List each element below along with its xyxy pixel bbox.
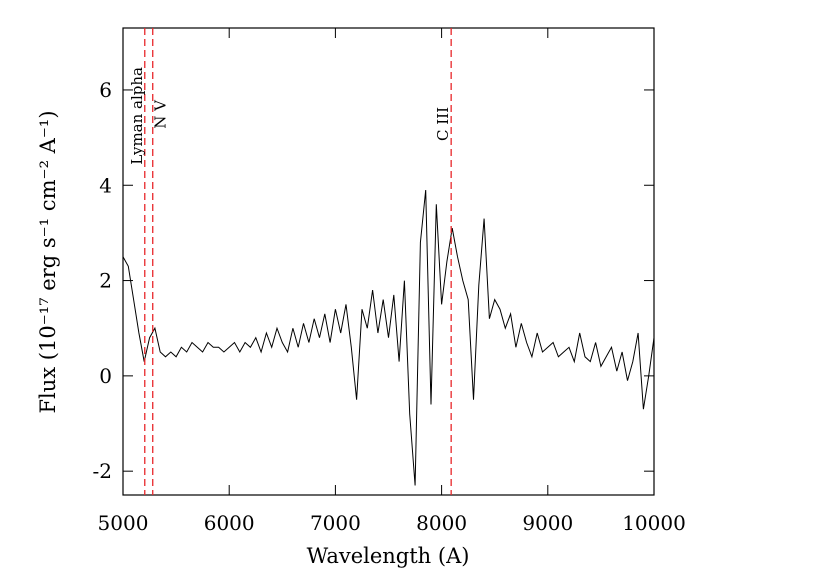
x-tick-label: 7000 [310,511,361,535]
x-tick-label: 8000 [416,511,467,535]
spectrum-line [122,189,655,486]
y-tick-label: -2 [93,459,112,483]
line-label: Lyman alpha [128,67,146,165]
x-tick-label: 6000 [204,511,255,535]
line-label: C III [434,107,452,141]
y-tick-label: 0 [99,364,112,388]
line-label: N V [152,99,170,129]
y-tick-label: 4 [99,173,112,197]
x-tick-label: 9000 [522,511,573,535]
y-tick-label: 6 [99,78,112,102]
x-tick-label: 10000 [622,511,686,535]
y-tick-label: 2 [99,269,112,293]
x-axis-label: Wavelength (A) [307,544,470,568]
plot-frame [122,27,655,496]
y-axis-label: Flux (10⁻¹⁷ erg s⁻¹ cm⁻² A⁻¹) [36,110,60,413]
x-tick-label: 5000 [98,511,149,535]
